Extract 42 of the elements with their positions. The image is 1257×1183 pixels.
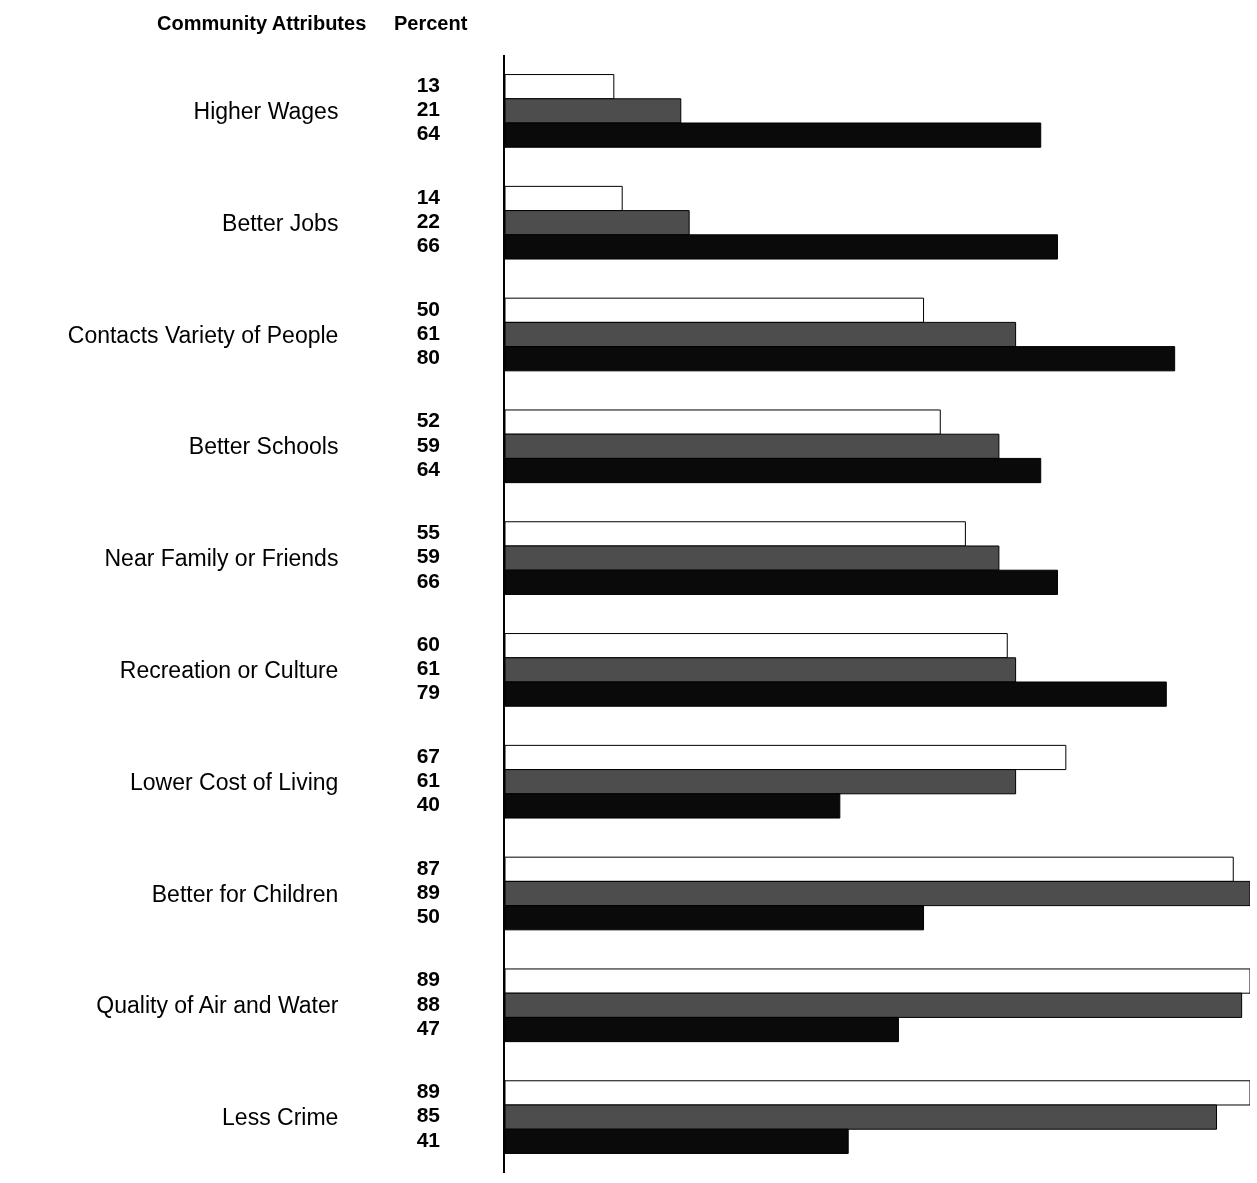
data-label: 14 bbox=[416, 184, 441, 208]
data-label: 61 bbox=[416, 320, 441, 344]
data-label: 67 bbox=[416, 743, 440, 767]
y-tick-label: Near Family or Friends bbox=[104, 545, 339, 572]
data-label: 55 bbox=[416, 520, 441, 544]
data-label: 87 bbox=[416, 855, 440, 879]
data-label: 50 bbox=[416, 903, 440, 927]
data-label: 40 bbox=[416, 792, 440, 816]
data-label: 79 bbox=[416, 680, 440, 704]
data-label: 88 bbox=[416, 991, 441, 1015]
y-tick-label: Quality of Air and Water bbox=[96, 992, 339, 1019]
y-tick-label: Better Jobs bbox=[222, 209, 339, 236]
data-label: 50 bbox=[416, 296, 440, 320]
data-label: 22 bbox=[416, 208, 440, 232]
y-tick-label: Lower Cost of Living bbox=[130, 768, 339, 795]
y-tick-label: Contacts Variety of People bbox=[67, 321, 339, 348]
data-label: 61 bbox=[416, 656, 441, 680]
data-label: 13 bbox=[416, 72, 440, 96]
data-label: 66 bbox=[416, 568, 440, 592]
data-label: 52 bbox=[416, 408, 440, 432]
data-label: 60 bbox=[416, 631, 440, 655]
y-tick-label: Higher Wages bbox=[193, 97, 339, 124]
data-label: 64 bbox=[416, 456, 441, 480]
data-label: 61 bbox=[416, 767, 441, 791]
y-axis-title: Community Attributes bbox=[157, 12, 367, 34]
data-label: 59 bbox=[416, 432, 440, 456]
y-tick-label: Better Schools bbox=[188, 433, 339, 460]
y-tick-label: Better for Children bbox=[151, 880, 339, 907]
data-label: 89 bbox=[416, 879, 440, 903]
data-label: 66 bbox=[416, 233, 440, 257]
y-tick-label: Recreation or Culture bbox=[119, 656, 339, 683]
data-label: 85 bbox=[416, 1103, 441, 1127]
data-label: 64 bbox=[416, 121, 441, 145]
data-label: 80 bbox=[416, 344, 440, 368]
data-label: 59 bbox=[416, 544, 440, 568]
data-label: 47 bbox=[416, 1015, 440, 1039]
data-label: 21 bbox=[416, 97, 441, 121]
data-label: 89 bbox=[416, 1079, 440, 1103]
x-axis-title: Percent bbox=[394, 12, 468, 34]
data-label: 41 bbox=[416, 1127, 441, 1151]
data-label: 89 bbox=[416, 967, 440, 991]
y-tick-label: Less Crime bbox=[222, 1104, 339, 1131]
